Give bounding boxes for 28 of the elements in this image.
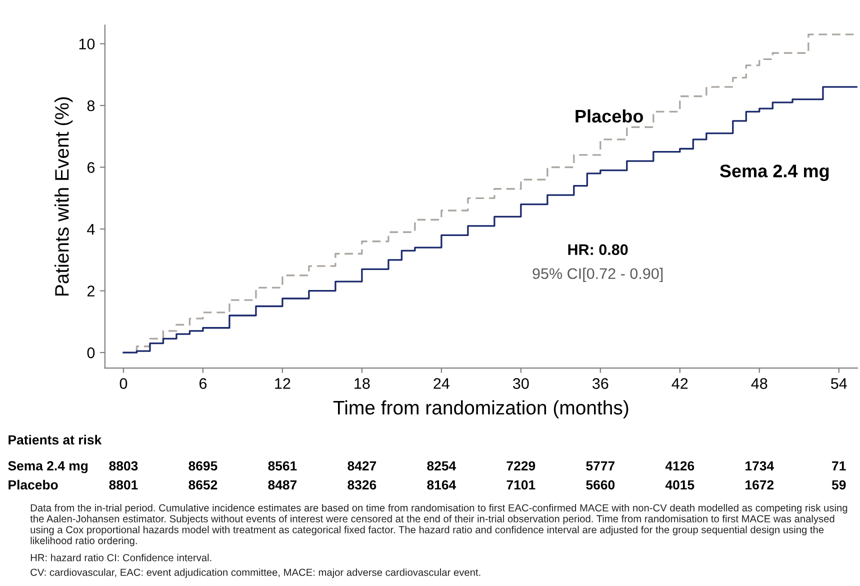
text: Sema 2.4 mg 8803 8695 8561 8427 8254 7229 5777 4126 1734 71 [8, 461, 846, 474]
annotation: 95% CI[0.72 - 0.90] [532, 268, 663, 282]
text: Patients at risk [8, 434, 102, 445]
text: HR: hazard ratio CI: Confidence interval. [30, 554, 212, 562]
text: CV: cardiovascular, EAC: event adjudication committee, MACE: major adverse cardiovascular event. [30, 568, 480, 578]
y-tick-label: 10 [79, 38, 95, 50]
x-tick-label: 36 [592, 378, 608, 389]
x-tick-label: 6 [199, 378, 207, 389]
y-axis-title: Patients with Event (%) [54, 97, 73, 296]
x-tick-label: 12 [275, 378, 290, 389]
text: Placebo 8801 8652 8487 8326 8164 7101 5660 4015 1672 59 [8, 480, 846, 490]
y-tick-label: 8 [87, 100, 95, 112]
x-tick-label: 48 [751, 378, 768, 389]
y-tick-label: 4 [87, 224, 95, 235]
x-tick-label: 42 [672, 378, 688, 389]
x-tick-label: 18 [354, 378, 370, 389]
y-tick-label: 2 [87, 286, 94, 296]
series-label: Sema 2.4 mg [720, 164, 829, 182]
series-label: Placebo [576, 109, 644, 123]
text: Data from the in-trial period. Cumulative incidence estimates are based on time from randomisation to first EAC-confirmed MACE with non-CV death modelled as competing risk using the Aalen-Johansen estimator. Subjects without events of interest were censored at the end of their in-trial observation period. Time from randomisation to first MACE was analysed using a Cox proportional hazards model with treatment as categorical fixed factor. The hazard ratio and confidence interval are adjusted for the group sequential design using the likelihood ratio ordering. [30, 504, 848, 546]
x-tick-label: 30 [513, 378, 529, 389]
x-axis-title: Time from randomization (months) [333, 400, 628, 418]
y-tick-label: 6 [87, 162, 95, 173]
y-tick-label: 0 [87, 347, 95, 358]
x-tick-label: 0 [120, 378, 128, 389]
annotation: HR: 0.80 [568, 244, 628, 256]
x-tick-label: 24 [434, 378, 450, 389]
x-tick-label: 54 [830, 378, 847, 389]
